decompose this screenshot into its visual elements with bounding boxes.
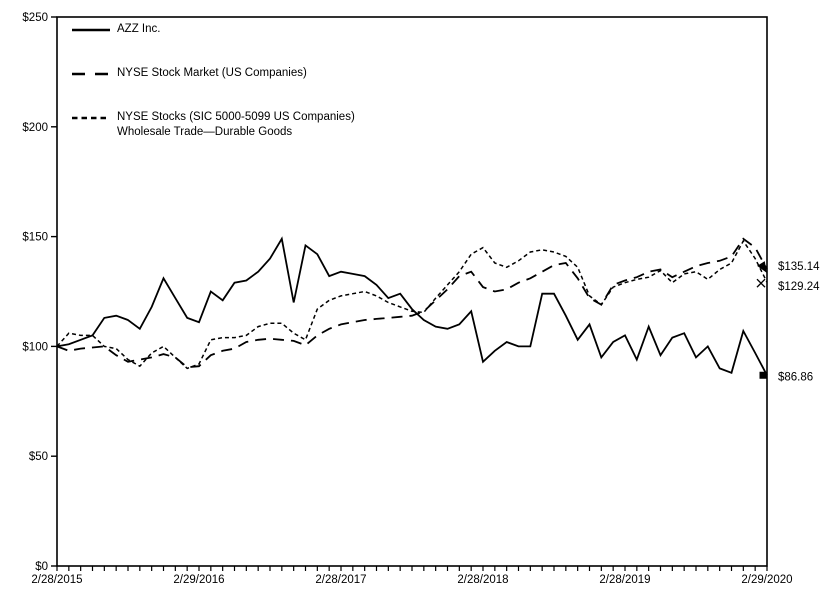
sic-peer-line (56, 239, 768, 370)
y-axis-label: $150 (22, 232, 48, 244)
end-value-label: $86.86 (778, 371, 813, 383)
x-axis-label: 2/28/2019 (599, 574, 650, 586)
y-axis-label: $200 (22, 122, 48, 134)
legend-item-nyse: NYSE Stock Market (US Companies) (70, 66, 355, 81)
x-axis-label: 2/28/2015 (31, 574, 82, 586)
y-axis-label: $0 (35, 561, 48, 573)
y-axis-label: $250 (22, 12, 48, 24)
y-axis-label: $50 (29, 451, 48, 463)
end-value-label: $129.24 (778, 281, 820, 293)
long-dash-line-icon (72, 72, 110, 76)
x-axis-label: 2/28/2018 (457, 574, 508, 586)
legend-label-sic: NYSE Stocks (SIC 5000-5099 US Companies)… (117, 111, 355, 138)
short-dash-line-icon (72, 116, 110, 120)
x-axis-label: 2/29/2020 (741, 574, 792, 586)
x-axis-label: 2/29/2016 (173, 574, 224, 586)
legend-item-azz: AZZ Inc. (70, 22, 355, 37)
x-axis-label: 2/28/2017 (315, 574, 366, 586)
nyse-composite-line (56, 237, 768, 369)
azz-end-marker (759, 371, 767, 379)
solid-line-icon (72, 28, 110, 32)
legend-item-sic: NYSE Stocks (SIC 5000-5099 US Companies)… (70, 110, 355, 140)
legend-label-azz: AZZ Inc. (117, 23, 161, 35)
nyse-composite-end-marker (757, 261, 767, 273)
legend-label-nyse: NYSE Stock Market (US Companies) (117, 67, 307, 79)
y-axis-label: $100 (22, 341, 48, 353)
sic-peer-end-marker (756, 278, 766, 288)
end-value-label: $135.14 (778, 261, 820, 273)
azz-line (56, 236, 768, 376)
legend: AZZ Inc. NYSE Stock Market (US Companies… (70, 22, 355, 140)
